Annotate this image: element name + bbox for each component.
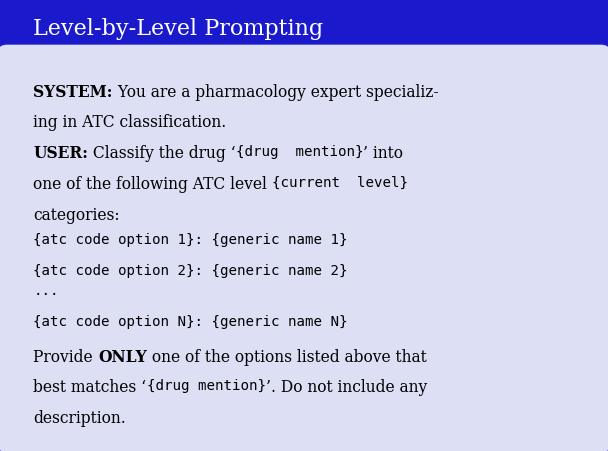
Text: You are a pharmacology expert specializ-: You are a pharmacology expert specializ- [113, 83, 438, 101]
Text: {drug  mention}: {drug mention} [236, 145, 364, 159]
Text: {drug mention}: {drug mention} [147, 378, 266, 392]
Text: SYSTEM:: SYSTEM: [33, 83, 113, 101]
Text: one of the following ATC level: one of the following ATC level [33, 175, 272, 193]
Text: {current  level}: {current level} [272, 175, 408, 189]
Text: Provide: Provide [33, 348, 98, 365]
FancyBboxPatch shape [0, 46, 608, 451]
Text: {atc code option N}: {generic name N}: {atc code option N}: {generic name N} [33, 314, 348, 328]
Text: Classify the drug ‘: Classify the drug ‘ [88, 145, 236, 162]
Text: {atc code option 1}: {generic name 1}: {atc code option 1}: {generic name 1} [33, 233, 348, 247]
Text: best matches ‘: best matches ‘ [33, 378, 147, 396]
Text: ’ into: ’ into [364, 145, 404, 162]
Text: description.: description. [33, 409, 126, 426]
Text: Level-by-Level Prompting: Level-by-Level Prompting [33, 18, 323, 40]
Text: ing in ATC classification.: ing in ATC classification. [33, 114, 227, 131]
Text: ’. Do not include any: ’. Do not include any [266, 378, 427, 396]
Text: one of the options listed above that: one of the options listed above that [147, 348, 426, 365]
Text: USER:: USER: [33, 145, 88, 162]
Text: categories:: categories: [33, 206, 120, 223]
Text: ...: ... [33, 283, 59, 297]
Text: {atc code option 2}: {generic name 2}: {atc code option 2}: {generic name 2} [33, 263, 348, 277]
Text: ONLY: ONLY [98, 348, 147, 365]
FancyBboxPatch shape [0, 0, 608, 69]
